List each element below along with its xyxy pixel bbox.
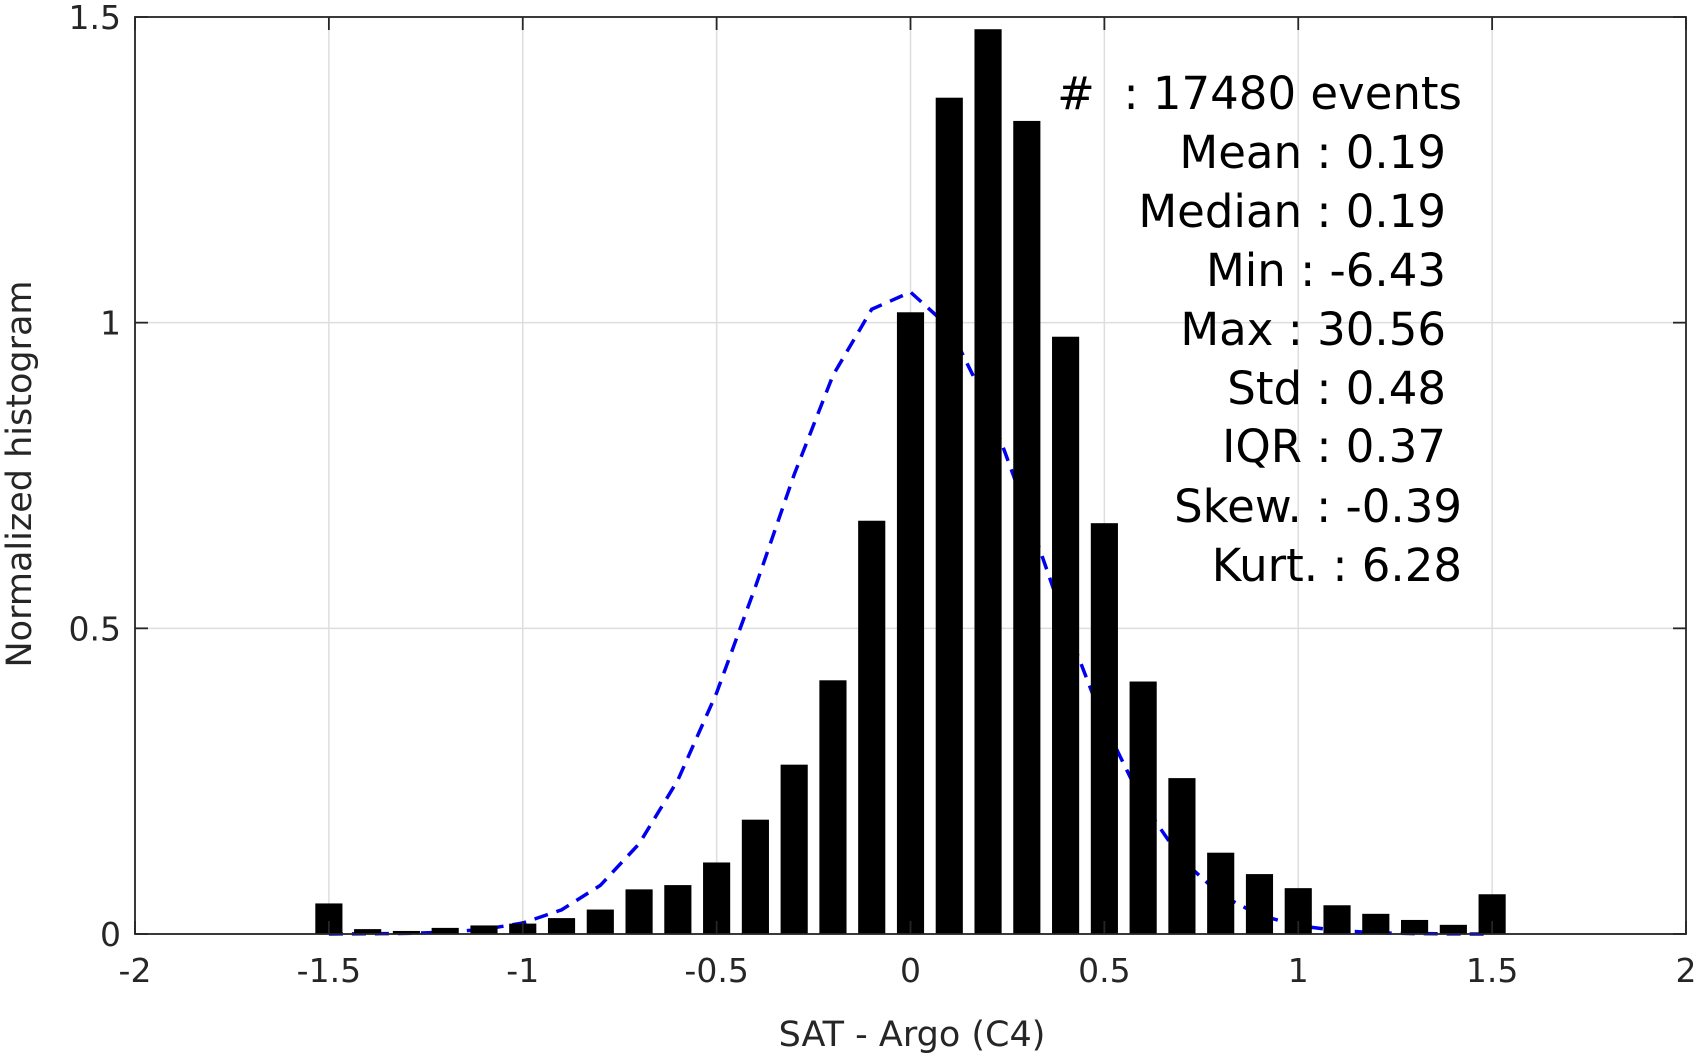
histogram-bar	[1013, 120, 1041, 935]
stat-min: Min : -6.43	[1206, 244, 1446, 297]
stat-events: # : 17480 events	[1057, 67, 1462, 120]
histogram-bar	[974, 29, 1002, 934]
histogram-bar	[780, 764, 808, 934]
histogram-bar	[1323, 905, 1351, 934]
x-tick-label: 0.5	[1078, 951, 1130, 990]
x-tick-label: -1	[506, 951, 539, 990]
x-axis-label: SAT - Argo (C4)	[779, 1015, 1046, 1055]
x-tick-label: 0	[900, 951, 921, 990]
stat-median: Median : 0.19	[1138, 185, 1446, 238]
x-tick-label: 2	[1676, 951, 1697, 990]
histogram-bar	[858, 520, 886, 934]
histogram-bar	[354, 929, 382, 934]
x-tick-label: -0.5	[684, 951, 748, 990]
axes	[134, 16, 1687, 935]
x-tick-label: 1	[1288, 951, 1309, 990]
stat-max: Max : 30.56	[1180, 303, 1446, 356]
y-axis-label: Normalized histogram	[0, 280, 40, 667]
tick-labels: -2 -1.5 -1 -0.5 0 0.5 1 1.5 2 0 0.5 1 1.5	[69, 0, 1697, 990]
x-tick-label: 1.5	[1466, 951, 1518, 990]
stat-skew: Skew. : -0.39	[1174, 480, 1462, 533]
histogram-bar	[1207, 852, 1235, 934]
histogram-bar	[1168, 778, 1196, 934]
histogram-bar	[664, 885, 692, 934]
x-tick-label: -2	[119, 951, 152, 990]
histogram-bar	[741, 819, 769, 934]
histogram-bar	[1362, 913, 1390, 934]
histogram-bar	[470, 925, 498, 934]
histogram-bar	[547, 918, 576, 934]
histogram-bar	[431, 927, 459, 934]
histogram-bar	[1090, 523, 1118, 934]
bars	[315, 29, 1506, 935]
histogram-bar	[819, 680, 847, 934]
stat-iqr: IQR : 0.37	[1222, 420, 1446, 473]
histogram-bar	[1245, 874, 1274, 934]
histogram-bar	[1052, 336, 1080, 935]
histogram-bar	[935, 97, 963, 935]
histogram-bar	[1439, 924, 1467, 934]
histogram-bar	[896, 312, 925, 934]
histogram-bar	[392, 930, 420, 934]
histogram-bar	[1129, 681, 1157, 934]
histogram-bar	[625, 889, 653, 934]
stat-mean: Mean : 0.19	[1179, 126, 1446, 179]
stat-std: Std : 0.48	[1227, 362, 1446, 415]
histogram-bar	[1401, 919, 1429, 934]
histogram-bar	[586, 909, 614, 934]
stat-kurt: Kurt. : 6.28	[1212, 539, 1462, 592]
y-tick-label: 0.5	[69, 609, 121, 648]
y-tick-label: 1	[100, 304, 121, 343]
x-tick-label: -1.5	[297, 951, 361, 990]
stats-box: # : 17480 events Mean : 0.19 Median : 0.…	[1057, 67, 1462, 592]
y-tick-label: 0	[100, 915, 121, 954]
y-tick-label: 1.5	[69, 0, 121, 37]
